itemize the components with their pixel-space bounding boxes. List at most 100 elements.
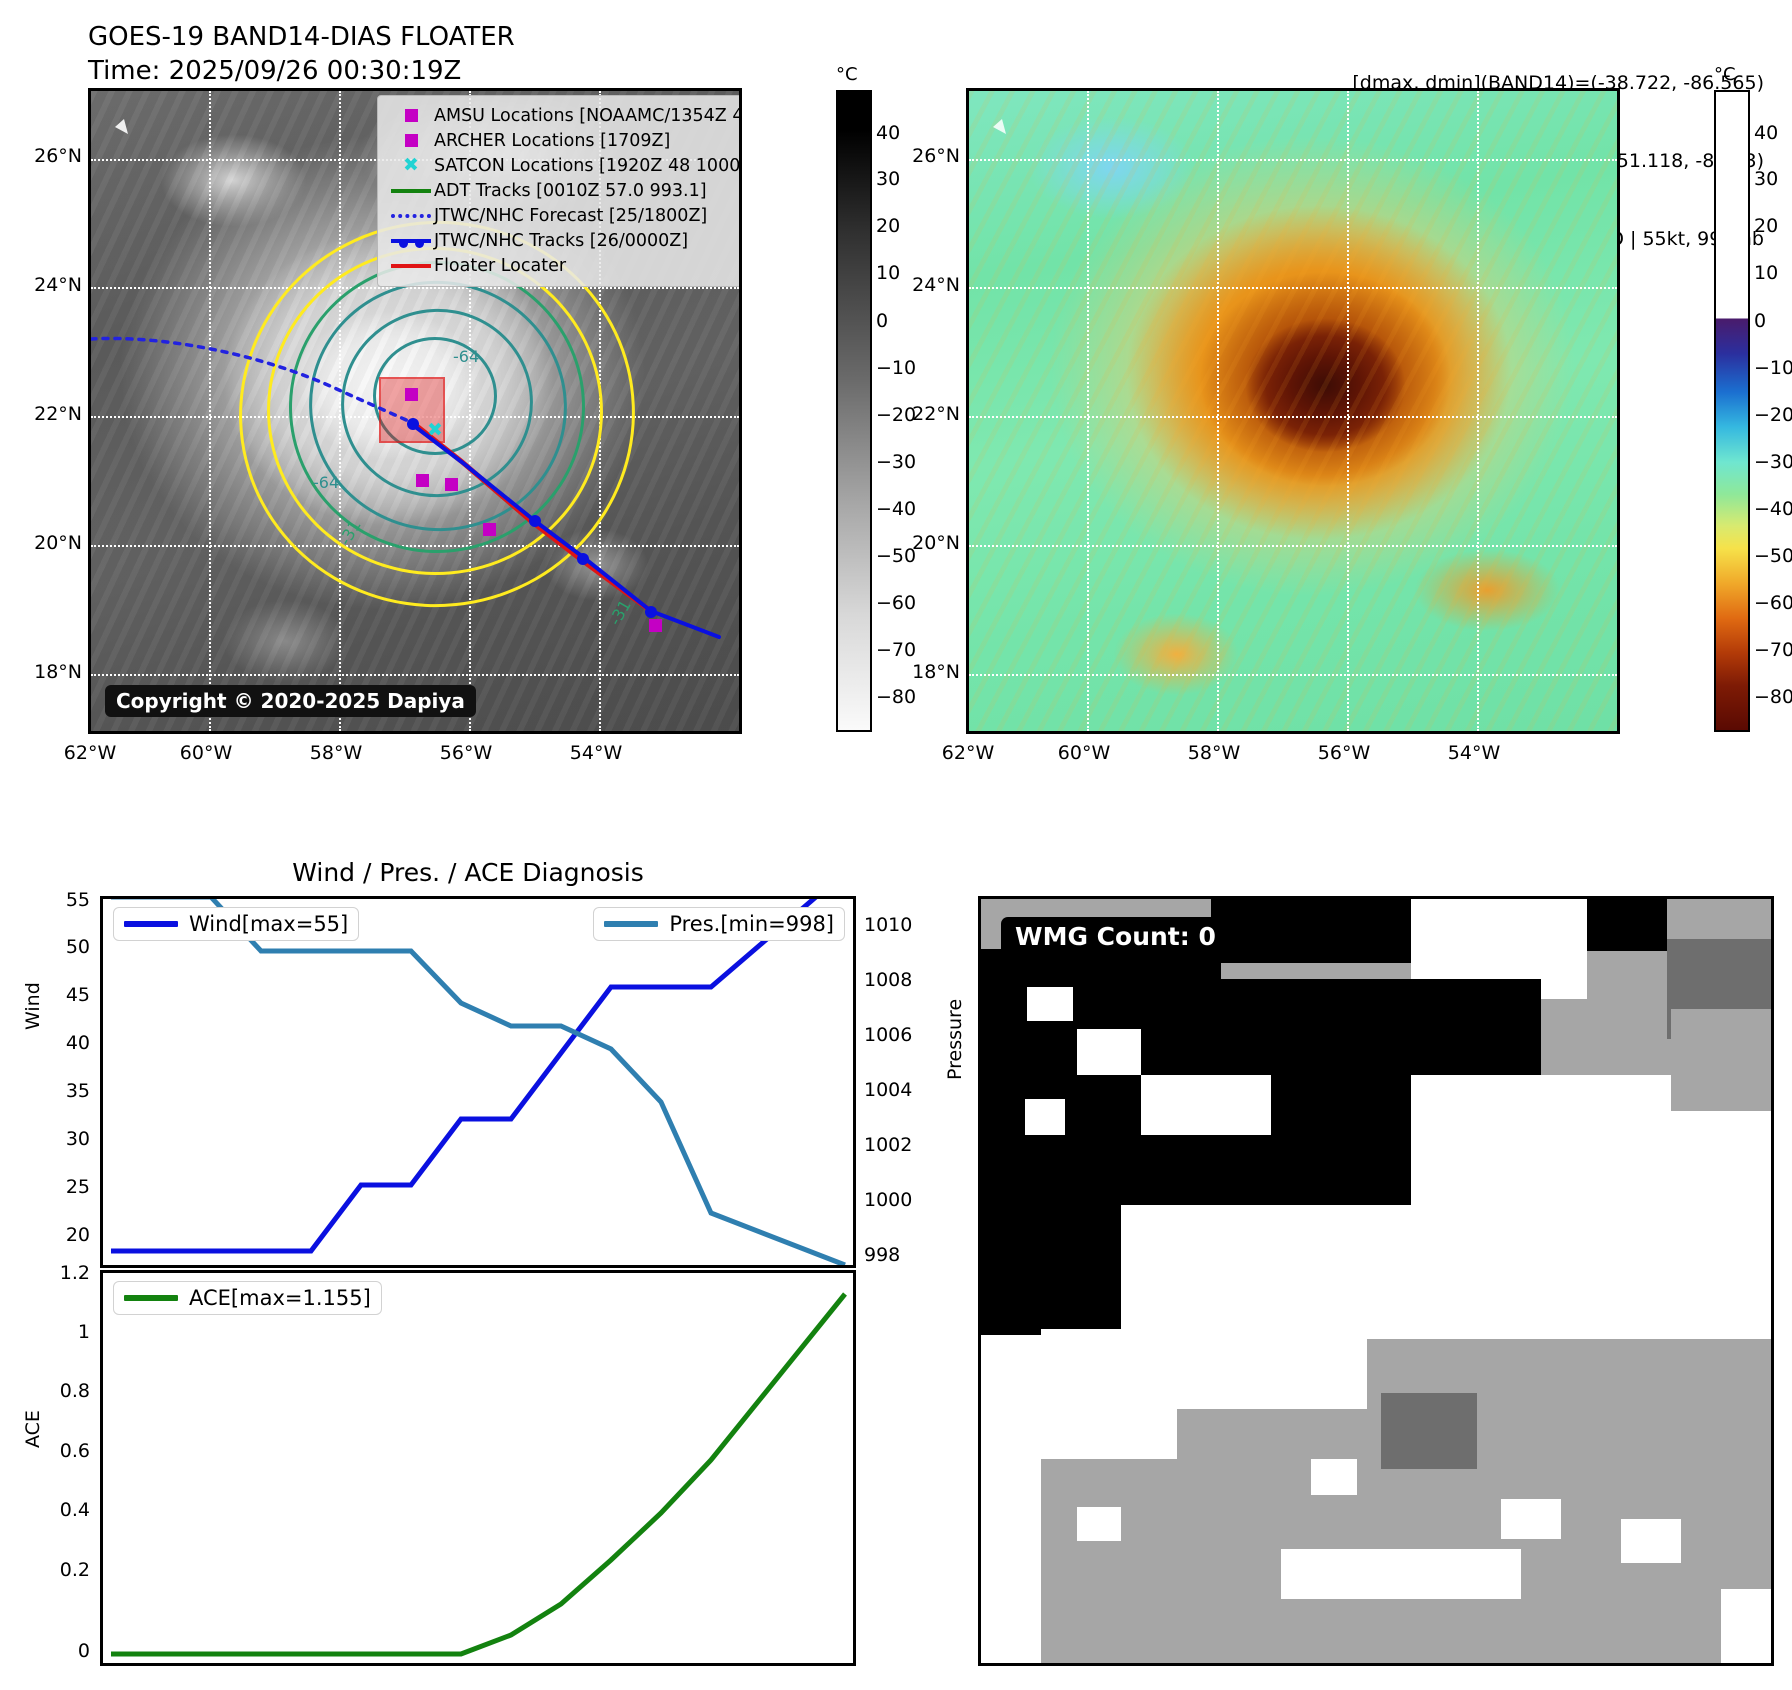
wmg-region-black-d <box>1221 979 1541 1075</box>
legend-item-satcon: ✖ SATCON Locations [1920Z 48 1000] <box>388 153 739 178</box>
enh-gridline-18n <box>969 674 1617 676</box>
ir-cb-tick-m30: −30 <box>876 451 917 473</box>
wind-pressure-chart[interactable]: Wind[max=55] Pres.[min=998] <box>100 896 856 1268</box>
page-title-line1: GOES-19 BAND14-DIAS FLOATER <box>88 22 515 52</box>
enh-lon-tick-58w: 58°W <box>1187 742 1241 764</box>
wind-ytick-55: 55 <box>65 889 90 911</box>
gridline-54w <box>599 91 601 731</box>
ir-lon-tick-54w: 54°W <box>569 742 623 764</box>
enhanced-ir-map[interactable] <box>966 88 1620 734</box>
enh-cb-tick-m70: −70 <box>1754 639 1792 661</box>
ir-cb-tick-20: 20 <box>876 215 901 237</box>
enh-lat-tick-20n: 20°N <box>912 532 960 554</box>
ir-lon-tick-60w: 60°W <box>179 742 233 764</box>
legend-item-amsu: AMSU Locations [NOAAMC/1354Z 40 1003] <box>388 103 739 128</box>
satcon-cross-icon: ✖ <box>403 154 419 176</box>
adt-line-icon <box>388 188 434 193</box>
legend-item-archer: ARCHER Locations [1709Z] <box>388 128 739 153</box>
wind-legend-label: Wind[max=55] <box>189 912 349 936</box>
legend-label-adt: ADT Tracks [0010Z 57.0 993.1] <box>434 180 707 201</box>
wind-legend: Wind[max=55] <box>113 907 360 941</box>
page-title-line2: Time: 2025/09/26 00:30:19Z <box>88 56 462 86</box>
enh-cb-tick-m80: −80 <box>1754 686 1792 708</box>
wind-legend-line-icon <box>124 921 178 927</box>
legend-label-floater: Floater Locater <box>434 255 567 276</box>
ace-series-line <box>111 1292 847 1657</box>
page-title: GOES-19 BAND14-DIAS FLOATER Time: 2025/0… <box>88 20 515 88</box>
pressure-legend-label: Pres.[min=998] <box>669 912 834 936</box>
archer-marker-2 <box>483 523 496 536</box>
wmg-region-grey-lowerleft <box>1041 1459 1191 1663</box>
enh-lon-tick-56w: 56°W <box>1317 742 1371 764</box>
ir-cb-tick-m10: −10 <box>876 357 917 379</box>
ace-series <box>111 1292 847 1657</box>
ir-floater-map[interactable]: -64 -64 -31 -31 ✖ AMSU Locations [NOAAMC… <box>88 88 742 734</box>
wind-series-line <box>111 899 818 1254</box>
ir-cb-tick-0: 0 <box>876 310 889 332</box>
ace-legend: ACE[max=1.155] <box>113 1281 382 1315</box>
ace-ytick-0-4: 0.4 <box>59 1499 90 1521</box>
ir-colorbar <box>836 90 872 732</box>
enh-gridline-24n <box>969 287 1617 289</box>
enh-gridline-60w <box>1087 91 1089 731</box>
track-node-0 <box>407 418 419 430</box>
enh-gridline-54w <box>1477 91 1479 731</box>
ace-ytick-1-0: 1 <box>77 1321 90 1343</box>
gridline-58w <box>339 91 341 731</box>
enh-gridline-26n <box>969 159 1617 161</box>
wind-ytick-35: 35 <box>65 1080 90 1102</box>
enh-gridline-58w <box>1217 91 1219 731</box>
wmg-region-grey-b <box>1671 1009 1771 1069</box>
wind-ytick-40: 40 <box>65 1032 90 1054</box>
enh-cb-tick-10: 10 <box>1754 262 1779 284</box>
wmg-region-white-b <box>1027 987 1073 1021</box>
forecast-dotted-line-icon <box>388 213 434 218</box>
wmg-region-black-g <box>1001 1139 1121 1329</box>
contour-label-64-upper: -64 <box>453 347 480 366</box>
enh-cb-tick-m50: −50 <box>1754 545 1792 567</box>
gridline-24n <box>91 287 739 289</box>
wmg-region-white-c <box>1077 1029 1141 1077</box>
pres-ytick-1010: 1010 <box>864 914 913 936</box>
ir-lat-tick-20n: 20°N <box>34 532 82 554</box>
track-node-2 <box>577 553 589 565</box>
enh-cb-tick-m20: −20 <box>1754 404 1792 426</box>
ir-lat-tick-18n: 18°N <box>34 661 82 683</box>
enh-cb-tick-30: 30 <box>1754 168 1779 190</box>
ir-lat-tick-24n: 24°N <box>34 274 82 296</box>
floater-line-icon <box>388 263 434 268</box>
archer-square-icon <box>388 134 434 147</box>
wind-ytick-30: 30 <box>65 1128 90 1150</box>
satcon-marker-0: ✖ <box>427 419 443 441</box>
enhanced-cloud-field <box>969 91 1617 731</box>
track-node-1 <box>529 515 541 527</box>
jtwc-nhc-forecast-path <box>91 336 415 425</box>
ir-lat-tick-22n: 22°N <box>34 403 82 425</box>
legend-item-tracks: JTWC/NHC Tracks [26/0000Z] <box>388 228 739 253</box>
ir-colorbar-title: °C <box>836 64 858 85</box>
ir-cb-tick-m40: −40 <box>876 498 917 520</box>
ir-cb-tick-m60: −60 <box>876 592 917 614</box>
wmg-region-black-a <box>1211 899 1411 963</box>
gridline-18n <box>91 674 739 676</box>
ace-chart[interactable]: ACE[max=1.155] <box>100 1270 856 1666</box>
wmg-region-dgrey-b <box>1381 1393 1477 1469</box>
archer-marker-0 <box>416 474 429 487</box>
pres-ytick-998: 998 <box>864 1244 901 1266</box>
wmg-region-white-k <box>1077 1507 1121 1541</box>
wind-ytick-20: 20 <box>65 1224 90 1246</box>
ir-cb-tick-30: 30 <box>876 168 901 190</box>
north-arrow-icon <box>993 119 1006 134</box>
legend-label-tracks: JTWC/NHC Tracks [26/0000Z] <box>434 230 689 251</box>
enh-cb-tick-0: 0 <box>1754 310 1767 332</box>
map-legend: AMSU Locations [NOAAMC/1354Z 40 1003] AR… <box>377 95 739 287</box>
wmg-mask-panel[interactable]: WMG Count: 0 <box>978 896 1774 1666</box>
wind-axis-label: Wind <box>22 982 44 1030</box>
legend-label-amsu: AMSU Locations [NOAAMC/1354Z 40 1003] <box>434 105 739 126</box>
enh-cb-tick-40: 40 <box>1754 122 1779 144</box>
pres-ytick-1008: 1008 <box>864 969 913 991</box>
track-node-3 <box>645 606 657 618</box>
ir-lon-tick-58w: 58°W <box>309 742 363 764</box>
enh-lon-tick-60w: 60°W <box>1057 742 1111 764</box>
ir-cb-tick-40: 40 <box>876 122 901 144</box>
